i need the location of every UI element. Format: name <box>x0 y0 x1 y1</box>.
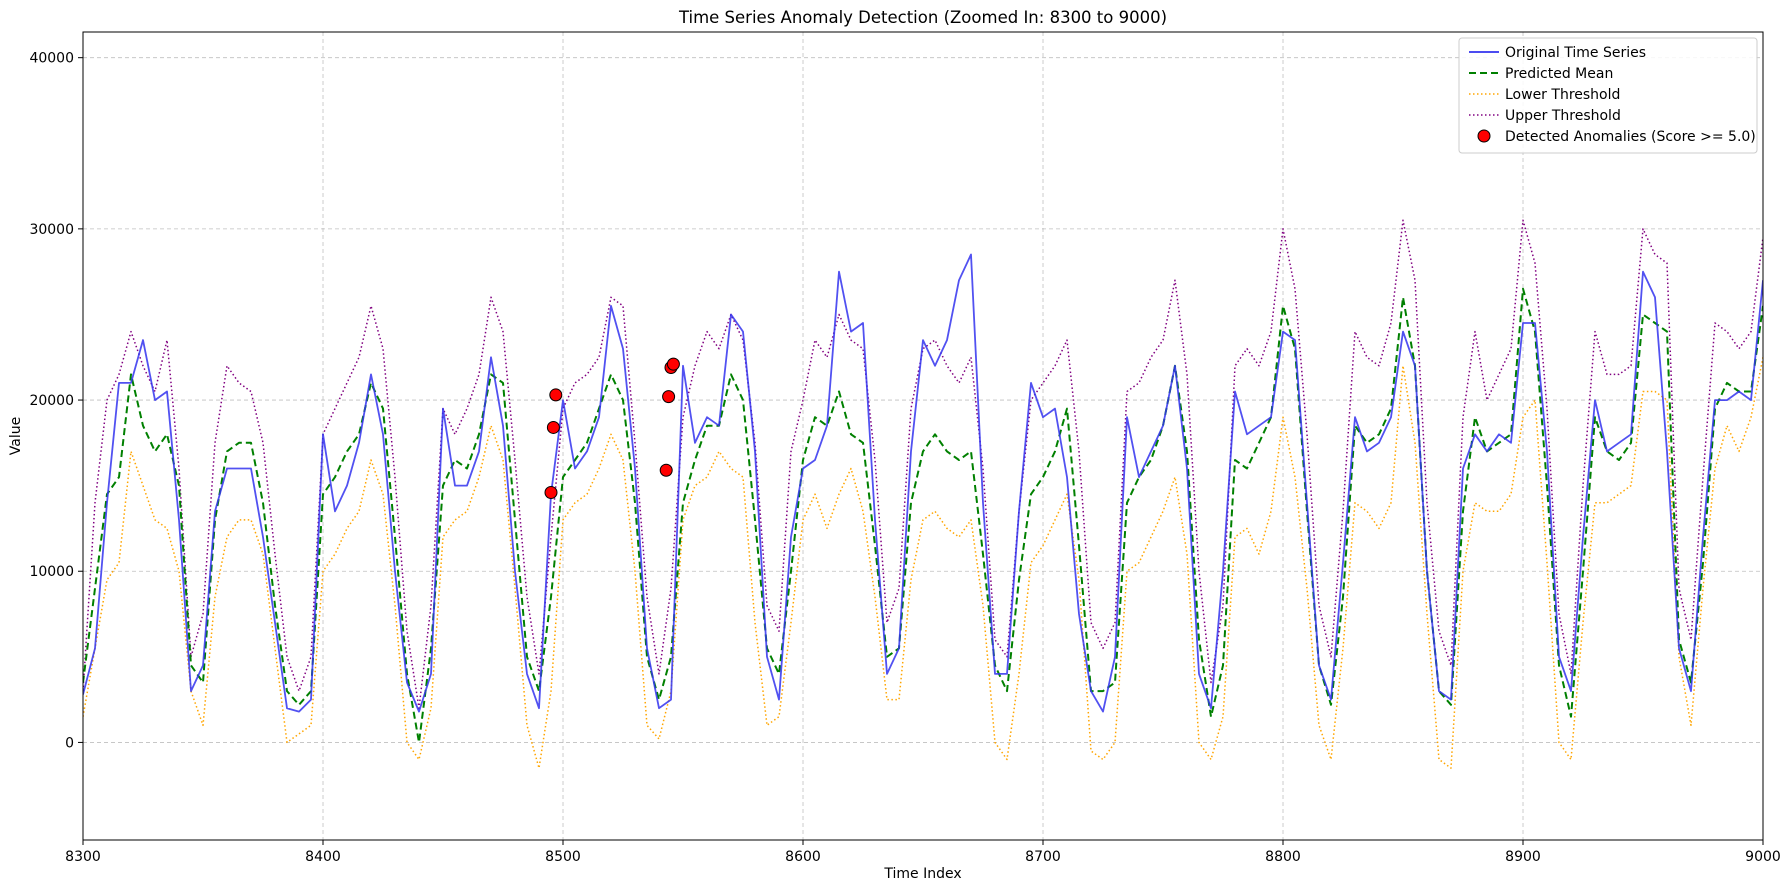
anomaly-point <box>546 420 560 434</box>
legend-label: Predicted Mean <box>1505 66 1613 82</box>
legend-marker <box>1477 129 1491 143</box>
anomaly-point <box>549 388 563 402</box>
x-tick-label: 8900 <box>1505 849 1541 865</box>
x-axis-ticks: 8300 8400 8500 8600 8700 8800 8900 9000 <box>65 840 1781 865</box>
x-axis-title: Time Index <box>883 866 961 882</box>
anomaly-point <box>659 463 673 477</box>
chart-title: Time Series Anomaly Detection (Zoomed In… <box>678 8 1167 27</box>
series-layer <box>83 219 1763 769</box>
x-tick-label: 8600 <box>785 849 821 865</box>
anomaly-point <box>662 390 676 404</box>
legend-label: Detected Anomalies (Score >= 5.0) <box>1505 129 1756 145</box>
legend-label: Upper Threshold <box>1505 108 1621 124</box>
legend-label: Lower Threshold <box>1505 87 1620 103</box>
chart-legend: Original Time Series Predicted Mean Lower … <box>1458 37 1758 154</box>
series-line-lower-threshold <box>83 357 1763 769</box>
y-tick-label: 40000 <box>29 51 74 67</box>
y-axis-title: Value <box>8 417 24 455</box>
y-tick-label: 10000 <box>29 564 74 580</box>
y-axis-ticks: 0 10000 20000 30000 40000 <box>29 51 83 751</box>
plot-frame <box>82 31 1764 841</box>
x-tick-label: 9000 <box>1745 849 1781 865</box>
series-line-predicted-mean <box>83 287 1763 744</box>
anomaly-point <box>544 485 558 499</box>
x-tick-label: 8400 <box>305 849 341 865</box>
x-tick-label: 8800 <box>1265 849 1301 865</box>
series-line-original-time-series <box>83 253 1763 713</box>
anomaly-markers <box>544 357 680 499</box>
legend-box <box>1458 37 1758 154</box>
legend-label: Original Time Series <box>1505 45 1646 61</box>
x-tick-label: 8700 <box>1025 849 1061 865</box>
y-tick-label: 20000 <box>29 393 74 409</box>
anomaly-point <box>666 357 680 371</box>
x-tick-label: 8500 <box>545 849 581 865</box>
series-line-upper-threshold <box>83 219 1763 709</box>
x-tick-label: 8300 <box>65 849 101 865</box>
y-tick-label: 0 <box>65 735 74 751</box>
y-tick-label: 30000 <box>29 222 74 238</box>
